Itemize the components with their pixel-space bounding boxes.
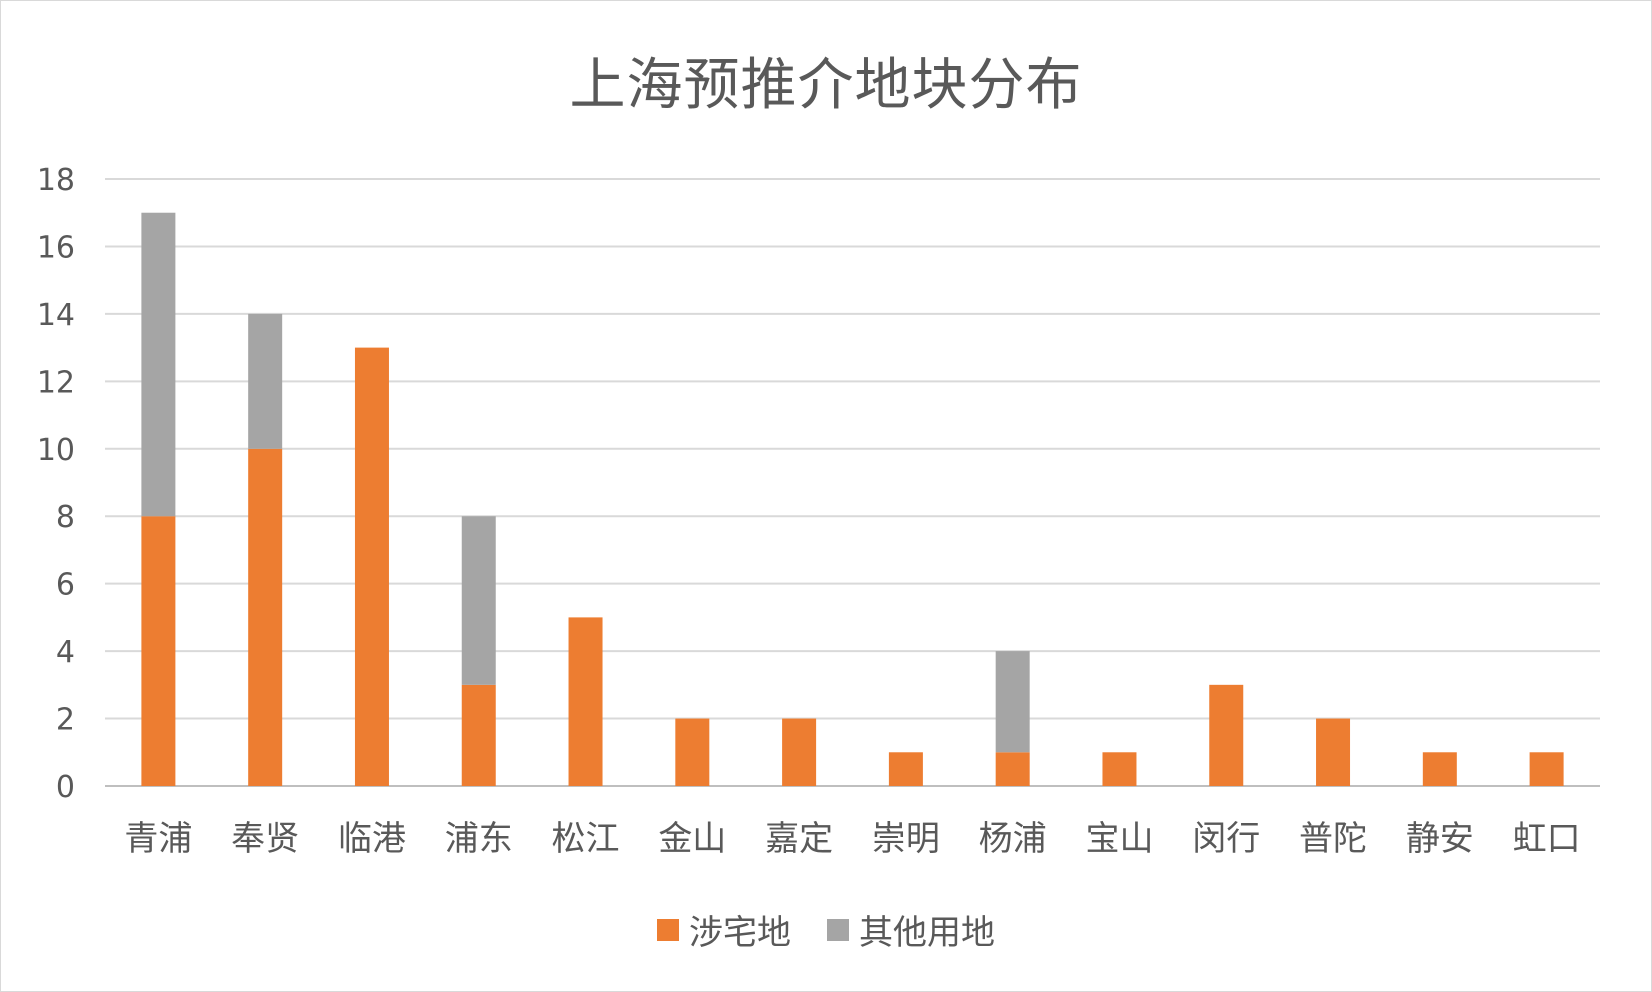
x-category-label: 金山	[658, 819, 726, 859]
x-category-label: 闵行	[1192, 819, 1260, 859]
y-tick-label: 10	[37, 433, 75, 468]
legend-swatch-residential	[657, 918, 679, 941]
bar-residential	[354, 347, 389, 786]
legend-swatch-other	[827, 918, 849, 941]
x-category-label: 松江	[552, 819, 620, 859]
bar-residential	[248, 448, 283, 786]
legend-label-residential: 涉宅地	[689, 913, 791, 953]
x-category-label: 静安	[1406, 819, 1474, 859]
y-tick-label: 18	[37, 163, 75, 198]
bar-other	[461, 516, 496, 685]
x-category-label: 嘉定	[765, 819, 833, 859]
legend: 涉宅地 其他用地	[0, 905, 1652, 954]
bar-residential	[1422, 752, 1457, 786]
legend-item-residential: 涉宅地	[657, 905, 791, 954]
y-tick-label: 8	[56, 500, 75, 535]
bar-residential	[888, 752, 923, 786]
x-category-label: 奉贤	[231, 819, 299, 859]
legend-label-other: 其他用地	[859, 913, 995, 953]
x-category-label: 临港	[338, 819, 406, 859]
bar-residential	[1316, 718, 1351, 786]
bar-residential	[1529, 752, 1564, 786]
y-tick-label: 6	[56, 568, 75, 603]
bar-residential	[782, 718, 817, 786]
bar-residential	[1209, 684, 1244, 786]
x-category-label: 宝山	[1085, 819, 1153, 859]
y-tick-label: 4	[56, 635, 75, 670]
bar-residential	[568, 617, 603, 786]
bar-residential	[461, 684, 496, 786]
y-tick-label: 2	[56, 703, 75, 738]
y-tick-label: 0	[56, 770, 75, 805]
x-category-label: 青浦	[124, 819, 192, 859]
bar-other	[141, 212, 176, 517]
bar-residential	[995, 752, 1030, 786]
y-tick-label: 16	[37, 230, 75, 265]
bar-other	[248, 313, 283, 449]
bar-residential	[141, 516, 176, 786]
chart-title: 上海预推介地块分布	[569, 53, 1083, 118]
y-tick-label: 12	[37, 365, 75, 400]
y-tick-label: 14	[37, 298, 75, 333]
x-category-label: 杨浦	[979, 819, 1047, 859]
bar-residential	[675, 718, 710, 786]
x-category-label: 浦东	[445, 819, 513, 859]
x-category-label: 普陀	[1299, 819, 1367, 859]
bar-residential	[1102, 752, 1137, 786]
x-category-label: 虹口	[1513, 819, 1581, 859]
legend-item-other: 其他用地	[827, 905, 995, 954]
bar-other	[995, 651, 1030, 753]
x-category-label: 崇明	[872, 819, 940, 859]
